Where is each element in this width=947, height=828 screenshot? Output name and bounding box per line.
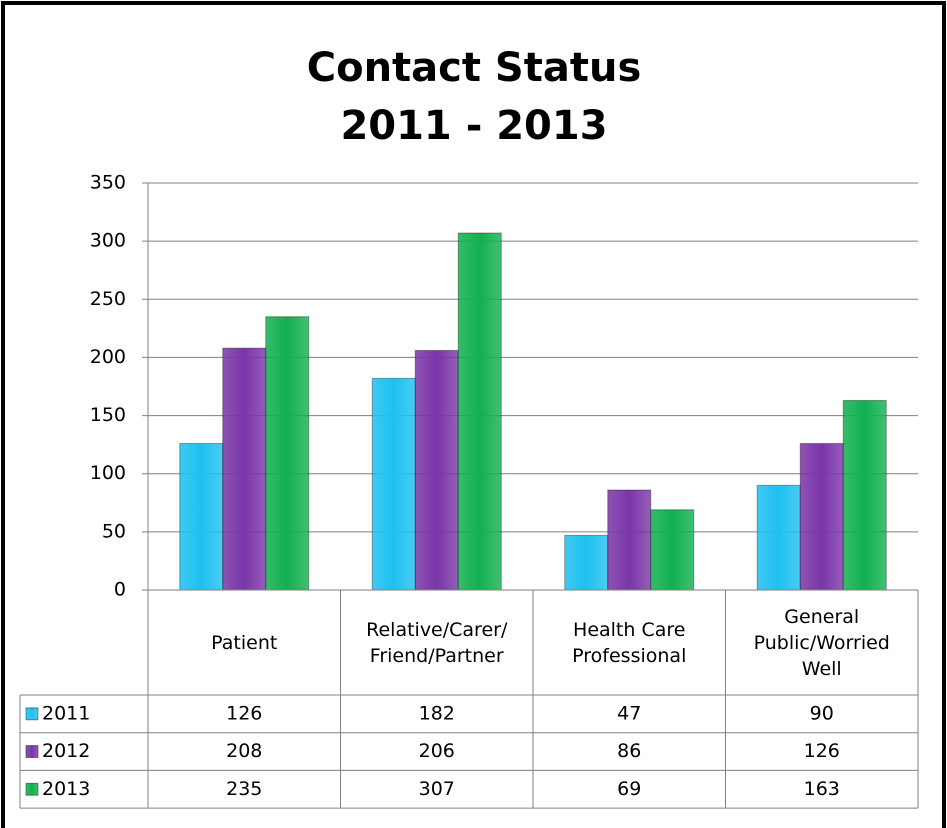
category-cell: Patient	[211, 631, 278, 654]
table-value: 126	[226, 702, 262, 724]
table-value: 163	[804, 778, 840, 800]
table-value: 69	[617, 778, 641, 800]
bar	[799, 442, 844, 591]
x-tick-label: Health Care Professional	[572, 618, 687, 667]
legend-label: 2012	[42, 740, 90, 762]
x-tick-label: Patient	[211, 631, 278, 654]
y-tick-label: 250	[90, 288, 126, 310]
bar	[842, 399, 887, 591]
bar	[414, 349, 459, 591]
table-value: 208	[226, 740, 262, 762]
bar	[650, 509, 695, 591]
bar	[265, 316, 310, 591]
x-tick-label: General Public/Worried Well	[753, 605, 890, 680]
bar	[179, 442, 224, 591]
legend-swatch	[25, 707, 39, 721]
y-tick-label: 0	[114, 579, 126, 601]
y-tick-label: 300	[90, 230, 126, 252]
table-value: 307	[419, 778, 455, 800]
legend-label: 2011	[42, 702, 90, 724]
table-value: 90	[810, 702, 834, 724]
table-value: 206	[419, 740, 455, 762]
chart-title: Contact Status	[307, 45, 642, 91]
y-tick-label: 350	[90, 172, 126, 194]
y-tick-label: 150	[90, 404, 126, 426]
legend-swatch	[25, 782, 39, 796]
bar	[371, 377, 416, 591]
bar	[222, 347, 267, 591]
table-value: 126	[804, 740, 840, 762]
legend-swatch	[25, 745, 39, 759]
chart-subtitle: 2011 - 2013	[340, 103, 607, 149]
category-cell: Health Care Professional	[572, 618, 687, 667]
y-tick-label: 200	[90, 346, 126, 368]
category-cell: General Public/Worried Well	[753, 605, 890, 680]
bar	[607, 489, 652, 591]
table-value: 235	[226, 778, 262, 800]
table-value: 86	[617, 740, 641, 762]
category-cell: Relative/Carer/ Friend/Partner	[366, 618, 508, 667]
bar	[564, 534, 609, 591]
table-value: 47	[617, 702, 641, 724]
table-value: 182	[419, 702, 455, 724]
legend-label: 2013	[42, 778, 90, 800]
y-tick-label: 50	[102, 520, 126, 542]
bar	[457, 232, 502, 591]
y-tick-label: 100	[90, 462, 126, 484]
bar	[756, 484, 801, 591]
x-tick-label: Relative/Carer/ Friend/Partner	[366, 618, 508, 667]
